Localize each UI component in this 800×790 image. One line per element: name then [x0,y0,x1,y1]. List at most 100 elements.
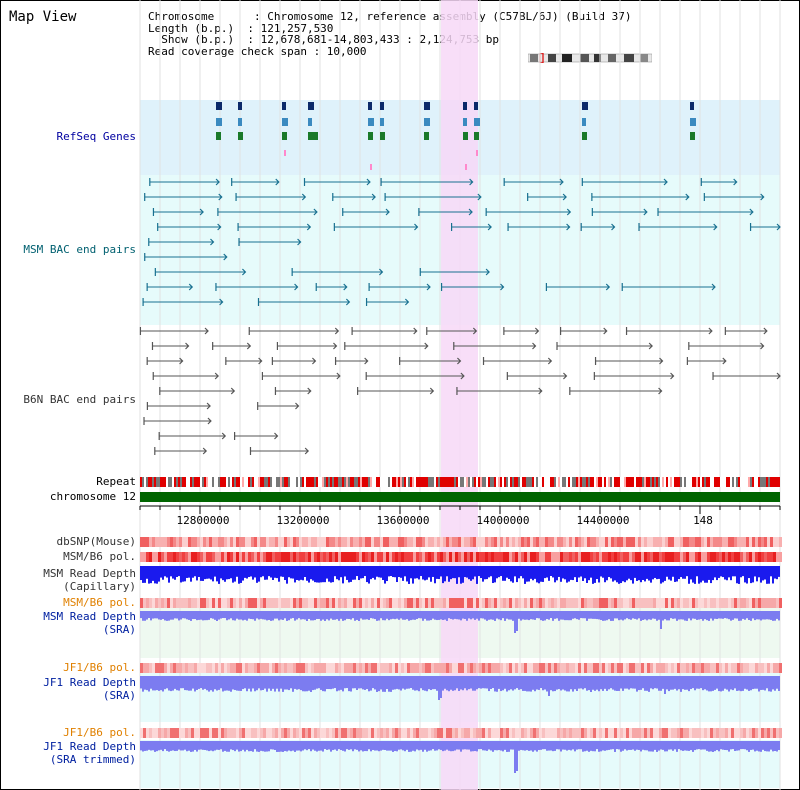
msm-pol-cell [392,552,395,562]
jf1-pol-cell [749,663,752,673]
jf1-trim-depth [418,741,420,751]
msm-capillary-depth [722,566,724,578]
msm-capillary-depth [414,566,416,579]
msm-sra-depth [252,611,254,620]
chromosome-ideogram[interactable] [528,53,652,63]
msm-sra-depth [592,611,594,619]
jf1-trim-depth [358,741,360,752]
repeat-element [424,477,426,487]
msm-sra-depth [768,611,770,620]
msm-sra-depth [502,611,504,619]
msm-bac-end [468,208,473,216]
msm-sra-depth [452,611,454,620]
gene-feature [463,118,467,126]
msm-pol-cell [548,552,551,562]
msm-pol2-cell [293,598,296,608]
jf1-sra-depth [146,676,148,691]
jf1-trim-depth [318,741,320,751]
msm-pol2-cell [746,598,749,608]
msm-pol2-cell [593,598,596,608]
msm-pol-cell [539,552,542,562]
dbsnp-cell [425,537,428,547]
msm-capillary-depth [318,566,320,583]
track-label-capillary: (Capillary) [63,580,136,593]
jf1-trim-depth [262,741,264,752]
msm-capillary-depth [540,566,542,582]
jf1-pol-cell [389,663,392,673]
msm-pol2-cell [605,598,608,608]
msm-capillary-depth [530,566,532,579]
jf1-pol-cell [182,663,185,673]
msm-sra-depth [632,611,634,619]
jf1-pol2-cell [230,728,233,738]
jf1-pol-cell [377,663,380,673]
msm-sra-depth [532,611,534,620]
chromosome-bar [140,492,780,502]
msm-pol2-cell [458,598,461,608]
repeat-element [762,477,764,487]
msm-pol-cell [266,552,269,562]
msm-capillary-depth [258,566,260,582]
jf1-sra-depth [516,676,518,689]
jf1-trim-depth [202,741,204,750]
msm-pol2-cell [716,598,719,608]
jf1-trim-depth [334,741,336,750]
jf1-sra-depth [752,676,754,690]
msm-sra-depth [236,611,238,619]
msm-pol2-cell [413,598,416,608]
msm-pol2-cell [566,598,569,608]
jf1-sra-depth [774,676,776,691]
jf1-trim-depth [672,741,674,751]
jf1-sra-depth [188,676,190,691]
msm-sra-depth [534,611,536,620]
jf1-sra-depth [140,676,142,689]
jf1-pol-cell [647,663,650,673]
jf1-trim-depth [716,741,718,751]
jf1-pol2-cell [611,728,614,738]
jf1-pol2-cell [164,728,167,738]
repeat-element [474,477,476,487]
jf1-pol2-cell [326,728,329,738]
b6n-bac-end [246,342,252,350]
jf1-pol-cell [560,663,563,673]
jf1-pol-cell [410,663,413,673]
msm-bac-end [469,178,474,186]
jf1-pol2-cell [698,728,701,738]
jf1-trim-depth [434,741,436,751]
msm-capillary-depth [168,566,170,583]
jf1-pol-cell [365,663,368,673]
msm-pol-cell [554,552,557,562]
msm-pol-cell [344,552,347,562]
msm-pol2-cell [173,598,176,608]
jf1-sra-depth [722,676,724,691]
repeat-element [522,477,524,487]
msm-sra-depth [270,611,272,621]
jf1-trim-depth [700,741,702,750]
jf1-sra-depth [776,676,778,689]
msm-sra-depth [410,611,412,621]
dbsnp-cell [314,537,317,547]
dbsnp-cell [632,537,635,547]
jf1-pol-cell [716,663,719,673]
msm-pol-cell [635,552,638,562]
msm-pol-cell [530,552,533,562]
msm-sra-depth [278,611,280,621]
jf1-pol-cell [146,663,149,673]
jf1-sra-depth [246,676,248,692]
msm-sra-depth [702,611,704,621]
msm-pol-cell [314,552,317,562]
msm-sra-depth [344,611,346,621]
msm-pol2-cell [701,598,704,608]
msm-sra-depth [740,611,742,621]
msm-capillary-depth [672,566,674,577]
jf1-pol-cell [584,663,587,673]
jf1-pol-cell [482,663,485,673]
msm-pol2-cell [542,598,545,608]
msm-capillary-depth [388,566,390,577]
msm-pol-cell [434,552,437,562]
jf1-trim-depth [166,741,168,751]
jf1-pol2-cell [194,728,197,738]
msm-capillary-depth [738,566,740,584]
gene-feature [380,102,384,110]
